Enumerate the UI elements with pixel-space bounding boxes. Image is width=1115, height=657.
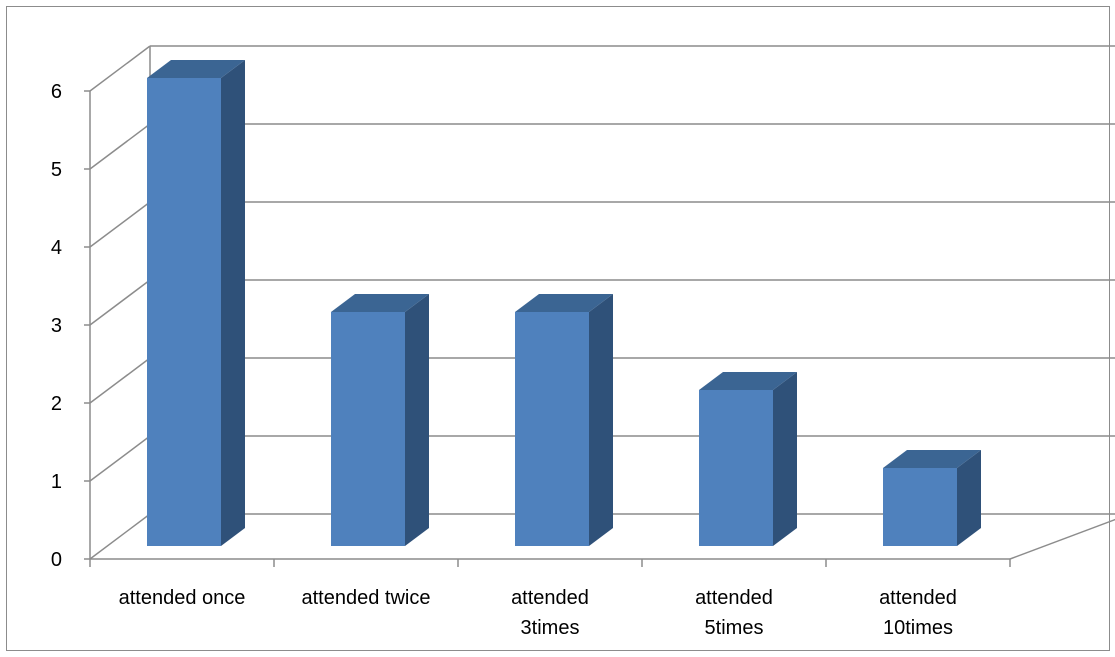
floor-side-edge (1009, 518, 1115, 560)
y-tick-label: 3 (51, 315, 62, 337)
gridline-side-3 (89, 279, 151, 326)
y-tick-label: 5 (51, 159, 62, 181)
bar-front-face (331, 312, 405, 546)
bar-front-face (515, 312, 589, 546)
bar-top-face (147, 60, 245, 78)
bar-front-face (883, 468, 957, 546)
y-tick-label: 2 (51, 393, 62, 415)
x-category-label: attended 10times (879, 587, 957, 639)
gridline-side-4 (89, 201, 151, 248)
bars (147, 60, 981, 546)
x-category-label: attended once (119, 587, 246, 609)
bar-1 (147, 60, 245, 546)
bar-2 (331, 294, 429, 546)
bar-front-face (699, 390, 773, 546)
bar-3 (515, 294, 613, 546)
x-category-label: attended 5times (695, 587, 773, 639)
y-tick-label: 1 (51, 471, 62, 493)
bar-top-face (699, 372, 797, 390)
bar-side-face (589, 294, 613, 546)
x-category-label: attended 3times (511, 587, 589, 639)
bar-side-face (773, 372, 797, 546)
gridline-side-0 (89, 513, 151, 560)
gridline-side-6 (89, 45, 151, 92)
y-tick-label: 6 (51, 81, 62, 103)
bar-side-face (405, 294, 429, 546)
gridline-side-2 (89, 357, 151, 404)
bar-side-face (221, 60, 245, 546)
bar-5 (883, 450, 981, 546)
y-tick-labels: 0 1 2 3 4 5 6 (51, 81, 62, 571)
gridline-side-5 (89, 123, 151, 170)
x-category-labels: attended once attended twice attended 3time… (119, 587, 957, 639)
bar-side-face (957, 450, 981, 546)
bar-front-face (147, 78, 221, 546)
bar-4 (699, 372, 797, 546)
gridlines (89, 45, 1115, 560)
y-tick-label: 0 (51, 549, 62, 571)
bar-top-face (515, 294, 613, 312)
bar-top-face (331, 294, 429, 312)
x-category-label: attended twice (302, 587, 431, 609)
gridline-side-1 (89, 435, 151, 482)
bar-top-face (883, 450, 981, 468)
y-tick-label: 4 (51, 237, 62, 259)
